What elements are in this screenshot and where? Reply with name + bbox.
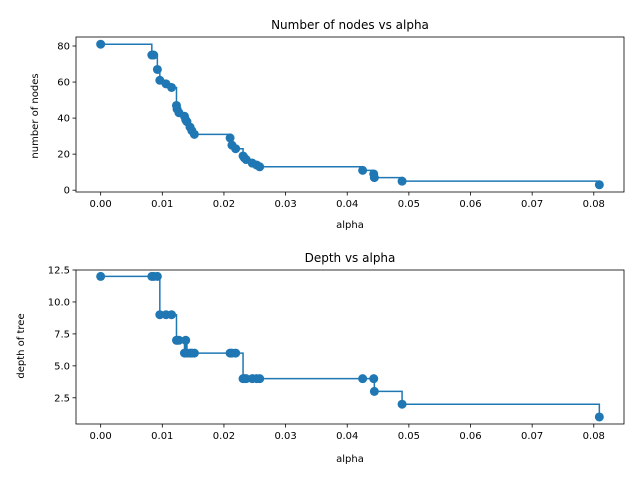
chart-title: Number of nodes vs alpha <box>271 18 429 32</box>
y-axis-label: depth of tree <box>16 313 27 378</box>
chart-title: Depth vs alpha <box>305 251 396 265</box>
x-tick-label: 0.00 <box>90 431 112 442</box>
series-line <box>100 275 601 417</box>
x-tick-label: 0.04 <box>336 199 358 210</box>
y-axis-label: number of nodes <box>30 73 41 158</box>
data-point <box>189 348 199 358</box>
data-point <box>397 399 407 409</box>
y-tick-label: 2.5 <box>54 393 70 404</box>
data-point <box>181 335 191 345</box>
x-tick-label: 0.05 <box>398 431 420 442</box>
data-point <box>241 374 251 384</box>
x-tick-label: 0.07 <box>521 431 543 442</box>
data-point <box>149 50 159 60</box>
x-tick-label: 0.03 <box>274 199 296 210</box>
data-point <box>152 271 162 281</box>
x-tick-label: 0.04 <box>336 431 358 442</box>
data-point <box>397 176 407 186</box>
data-point <box>358 165 368 175</box>
data-point <box>255 162 265 172</box>
x-tick-label: 0.01 <box>151 431 173 442</box>
data-point <box>189 129 199 139</box>
x-tick-label: 0.02 <box>213 431 235 442</box>
x-tick-label: 0.05 <box>398 199 420 210</box>
plot-frame <box>75 36 625 193</box>
data-point <box>594 180 604 190</box>
data-point <box>231 144 241 154</box>
x-tick-label: 0.08 <box>583 199 605 210</box>
data-point <box>152 64 162 74</box>
data-point <box>174 335 184 345</box>
data-point <box>255 374 265 384</box>
y-tick-label: 20 <box>57 150 70 161</box>
y-tick-label: 60 <box>57 78 70 89</box>
x-tick-label: 0.06 <box>459 199 481 210</box>
y-tick-label: 10.0 <box>48 297 70 308</box>
plot-frame <box>75 269 625 425</box>
data-point <box>594 412 604 422</box>
x-axis-label: alpha <box>336 220 364 231</box>
x-tick-label: 0.06 <box>459 431 481 442</box>
data-point <box>369 386 379 396</box>
data-point <box>96 271 106 281</box>
data-point <box>167 82 177 92</box>
x-tick-label: 0.02 <box>213 199 235 210</box>
x-tick-label: 0.01 <box>151 199 173 210</box>
data-point <box>155 310 165 320</box>
x-axis-label: alpha <box>336 454 364 465</box>
data-point <box>96 39 106 49</box>
data-point <box>369 374 379 384</box>
x-tick-label: 0.00 <box>90 199 112 210</box>
data-point <box>231 348 241 358</box>
y-tick-label: 5.0 <box>54 361 70 372</box>
y-tick-label: 0 <box>64 186 70 197</box>
x-tick-label: 0.08 <box>583 431 605 442</box>
x-tick-label: 0.03 <box>274 431 296 442</box>
y-tick-label: 12.5 <box>48 266 70 277</box>
data-point <box>167 310 177 320</box>
depth-vs-alpha-chart: Depth vs alpha alpha depth of tree 0.00 0… <box>16 251 625 465</box>
y-tick-label: 80 <box>57 42 70 53</box>
data-point <box>358 374 368 384</box>
data-point <box>369 173 379 183</box>
data-point <box>225 133 235 143</box>
x-tick-label: 0.07 <box>521 199 543 210</box>
y-tick-label: 7.5 <box>54 329 70 340</box>
nodes-vs-alpha-chart: Number of nodes vs alpha alpha number of… <box>30 18 625 231</box>
y-tick-label: 40 <box>57 114 70 125</box>
